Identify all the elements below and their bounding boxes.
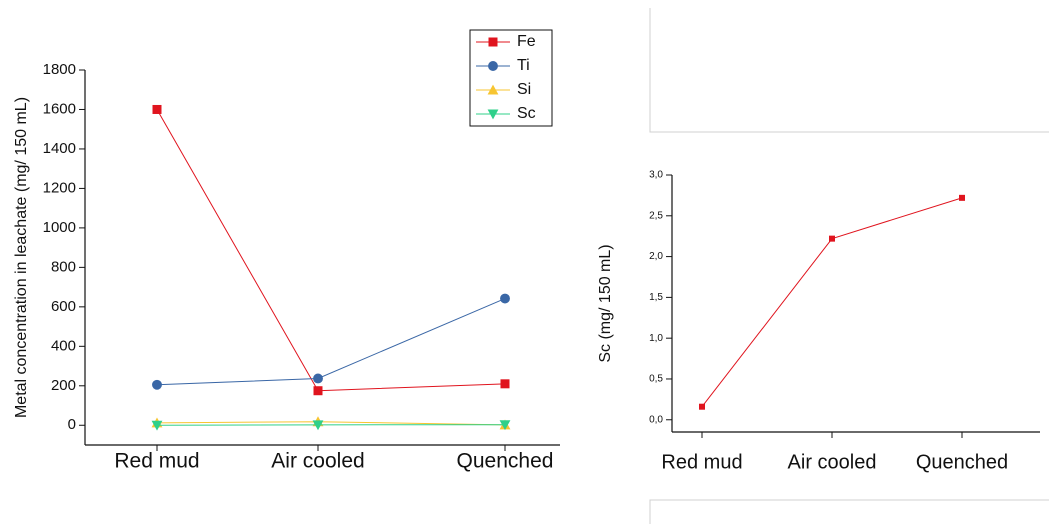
marker — [487, 84, 499, 95]
y-tick-label: 1400 — [43, 140, 76, 157]
y-tick-label: 0 — [68, 416, 76, 433]
x-tick-label: Air cooled — [788, 451, 877, 473]
y-tick-label: 200 — [51, 377, 76, 394]
legend-box — [469, 29, 553, 127]
y-axis-title: Metal concentration in leachate (mg/ 150… — [13, 97, 30, 418]
y-tick-label: 0,0 — [649, 414, 663, 425]
y-tick-label: 1600 — [43, 100, 76, 117]
y-tick-label: 3,0 — [649, 170, 663, 181]
placeholder-box — [649, 8, 1049, 133]
marker — [151, 420, 163, 431]
x-tick-label: Red mud — [114, 450, 199, 473]
marker — [152, 379, 162, 390]
marker — [699, 403, 705, 410]
marker — [488, 37, 498, 47]
placeholder-box — [649, 499, 1049, 524]
y-tick-label: 1,0 — [649, 333, 663, 344]
series-line — [156, 298, 506, 386]
marker — [487, 109, 499, 120]
legend-label: Si — [517, 81, 531, 98]
marker — [959, 194, 965, 201]
marker — [499, 420, 511, 431]
y-tick-label: 1000 — [43, 219, 76, 236]
series-line — [156, 109, 506, 392]
x-tick-label: Red mud — [661, 451, 742, 473]
x-tick-label: Air cooled — [271, 450, 364, 473]
marker — [488, 61, 498, 71]
y-axis-title: Sc (mg/ 150 mL) — [597, 244, 614, 362]
y-tick-label: 0,5 — [649, 374, 663, 385]
marker — [500, 379, 510, 389]
x-tick-label: Quenched — [457, 450, 554, 473]
x-tick-label: Quenched — [916, 451, 1008, 473]
marker — [313, 373, 323, 384]
marker — [312, 420, 324, 431]
y-tick-label: 1,5 — [649, 292, 663, 303]
y-tick-label: 2,5 — [649, 210, 663, 221]
legend-label: Fe — [517, 33, 536, 50]
marker — [829, 235, 835, 242]
legend-label: Sc — [517, 105, 536, 122]
marker — [313, 386, 323, 396]
marker — [500, 293, 510, 304]
y-tick-label: 1200 — [43, 179, 76, 196]
y-tick-label: 800 — [51, 258, 76, 275]
y-tick-label: 400 — [51, 337, 76, 354]
marker — [152, 104, 162, 114]
series-line — [701, 197, 963, 408]
y-tick-label: 1800 — [43, 61, 76, 78]
y-tick-label: 600 — [51, 298, 76, 315]
y-tick-label: 2,0 — [649, 251, 663, 262]
legend-label: Ti — [517, 57, 530, 74]
series-line — [156, 424, 506, 426]
